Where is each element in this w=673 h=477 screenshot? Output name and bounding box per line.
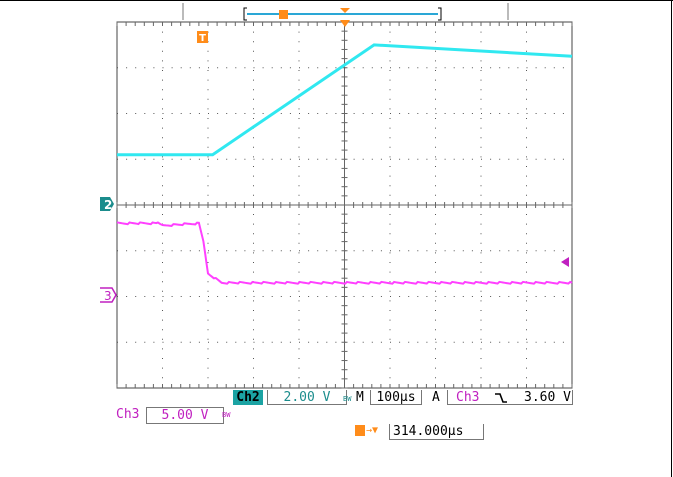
trigger-mode: A [432,390,440,405]
top-ticks [182,3,509,20]
trigger-position-value: 314.000µs [389,424,484,440]
timebase-value[interactable]: 100µs [370,390,422,405]
graticule [116,21,573,389]
timebase-label: M [356,390,364,405]
ch3-trace [116,221,573,285]
trigger-marker: T [197,20,350,44]
horizontal-position-bar [243,7,442,21]
falling-slope-icon [494,390,508,408]
trigger-level-marker [561,257,569,267]
trigger-source: Ch3 [456,390,480,405]
ch2-tag[interactable]: Ch2 [233,390,263,405]
trigger-position-icon [355,425,365,436]
svg-text:3: 3 [104,289,112,303]
ch2-volts-per-div: 2.00 V [267,390,347,405]
svg-text:2: 2 [104,198,112,212]
ch2-ground-marker: 2 [100,197,114,212]
trigger-readout-box[interactable] [447,390,573,405]
ch3-volts-per-div: 5.00 V [146,407,224,424]
ch3-tag[interactable]: Ch3 [116,407,140,422]
svg-text:T: T [199,33,206,44]
ch2-bandwidth-icon: BW [343,395,352,403]
ch3-bandwidth-icon: BW [222,411,231,419]
trigger-level: 3.60 V [524,390,571,405]
ch3-ground-marker: 3 [100,287,117,303]
ch2-trace [117,43,573,157]
trigger-position-arrow-icon: →▼ [366,425,379,436]
right-border [671,0,672,477]
top-border [0,0,673,1]
